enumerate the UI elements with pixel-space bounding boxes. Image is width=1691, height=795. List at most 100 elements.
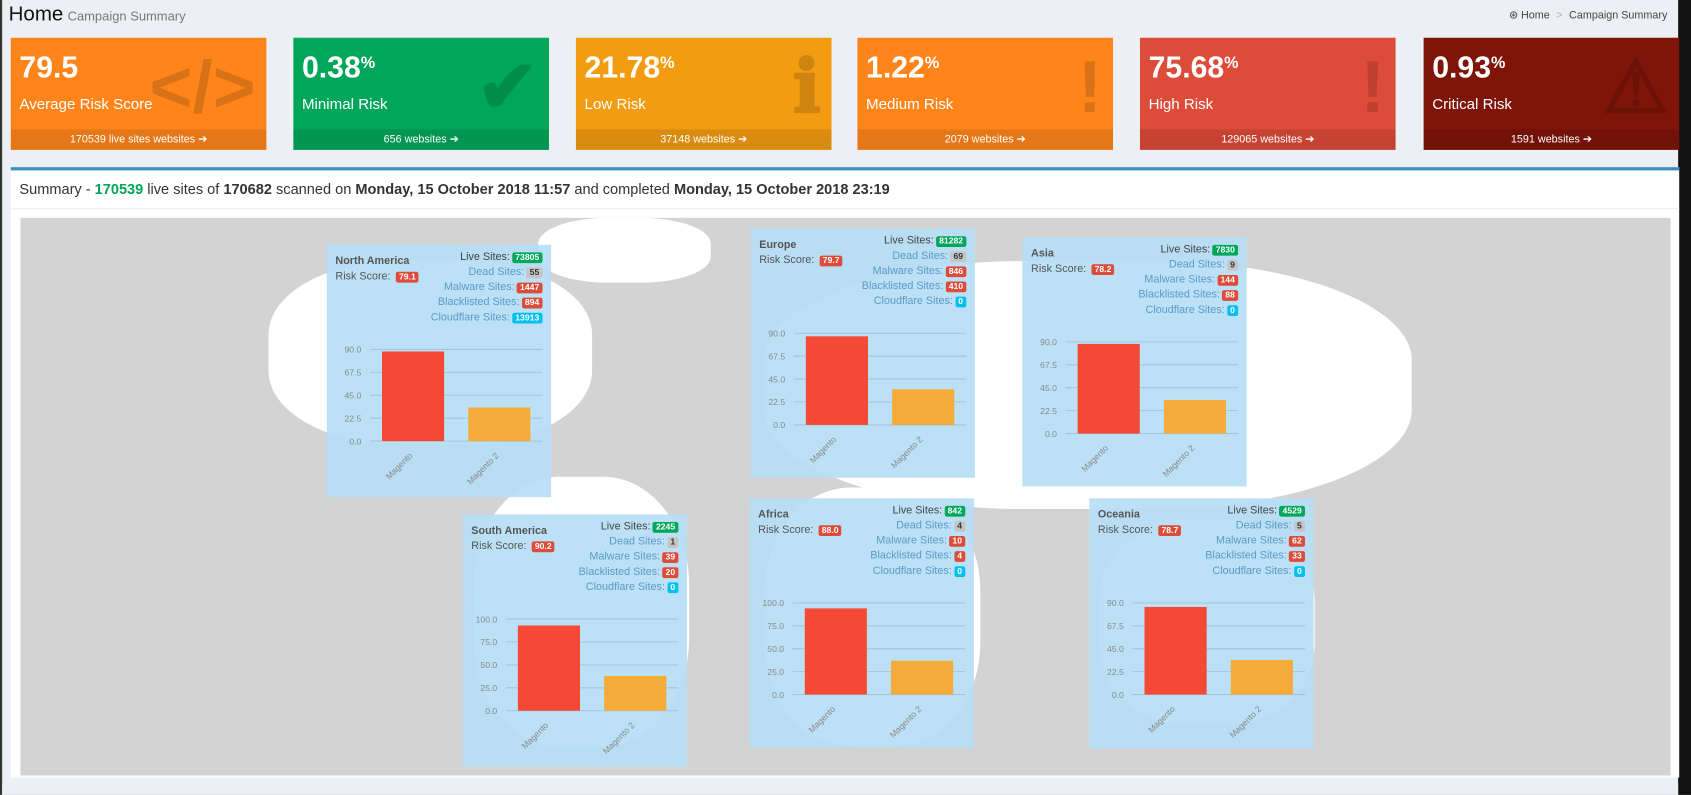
risk-score-badge: 88.0 (818, 525, 842, 537)
x-tick-label: Magento (808, 434, 839, 465)
stat-badge: 2245 (652, 521, 679, 533)
y-tick-label: 25.0 (480, 683, 497, 693)
card-value-suffix: % (660, 53, 675, 73)
y-tick-label: 22.5 (1040, 406, 1057, 416)
check-icon: ✔ (476, 46, 539, 129)
bar-magento-2[interactable] (1230, 659, 1293, 695)
y-tick-label: 45.0 (345, 391, 362, 401)
y-tick-label: 90.0 (768, 328, 785, 338)
card-label: Critical Risk (1432, 94, 1512, 113)
stat-row: Live Sites: 81282 (862, 234, 967, 249)
stat-badge: 5 (1293, 520, 1305, 532)
y-tick-label: 75.0 (767, 621, 784, 631)
risk-score-badge: 78.7 (1158, 525, 1182, 537)
card-more-info-link[interactable]: 1591 websites ➔ (1423, 129, 1680, 150)
stat-row: Malware Sites: 144 (1138, 273, 1239, 288)
card-footer-text: 129065 websites (1221, 133, 1303, 146)
warning-icon: ⚠ (1602, 46, 1669, 129)
stat-label: Live Sites: (460, 251, 510, 264)
stat-label: Blacklisted Sites: (1205, 550, 1287, 562)
stat-badge: 1447 (516, 282, 543, 294)
stat-badge: 0 (1293, 566, 1305, 577)
card-value-number: 1.22 (866, 50, 925, 85)
y-tick-label: 100.0 (476, 614, 498, 624)
stat-badge: 0 (1226, 305, 1239, 317)
stat-label: Dead Sites: (468, 266, 525, 279)
stat-row: Dead Sites: 5 (1205, 519, 1305, 534)
summary-t2: scanned on (271, 181, 356, 198)
card-label: Medium Risk (866, 94, 954, 113)
region-name: North America (335, 255, 410, 268)
region-stats: Live Sites: 4529 Dead Sites: 5 Malware Sites… (1205, 504, 1305, 579)
stat-badge: 1 (667, 537, 679, 548)
card-footer-text: 656 websites (383, 133, 447, 146)
card-more-info-link[interactable]: 2079 websites ➔ (857, 129, 1114, 150)
y-tick-label: 0.0 (1112, 690, 1124, 700)
y-tick-label: 67.5 (1040, 360, 1057, 370)
x-tick-label: Magento (1079, 443, 1110, 474)
stat-card: 0.93% Critical Risk ⚠ 1591 websites ➔ (1423, 37, 1680, 150)
bar-magento-2[interactable] (891, 660, 954, 695)
summary-prefix: Summary - (19, 181, 95, 198)
stat-label: Cloudflare Sites: (430, 311, 510, 324)
stat-card: 1.22% Medium Risk ! 2079 websites ➔ (857, 37, 1114, 150)
bar-magento-2[interactable] (1163, 399, 1227, 434)
stat-badge: 88 (1222, 290, 1239, 301)
y-tick-label: 90.0 (1107, 598, 1124, 608)
card-value: 0.38% (302, 51, 375, 86)
stat-badge: 0 (955, 296, 967, 308)
stat-badge: 39 (662, 552, 679, 563)
stat-row: Dead Sites: 69 (862, 249, 967, 264)
stat-label: Live Sites: (1160, 243, 1211, 256)
summary-t3: and completed (570, 181, 674, 198)
stat-label: Cloudflare Sites: (873, 295, 953, 308)
stat-row: Blacklisted Sites: 410 (862, 279, 967, 294)
stat-label: Blacklisted Sites: (1138, 289, 1220, 301)
risk-score-badge: 90.2 (531, 541, 555, 553)
card-more-info-link[interactable]: 656 websites ➔ (293, 129, 549, 150)
stat-badge: 4 (953, 551, 966, 562)
exclamation-circle-icon: ! (1360, 46, 1385, 129)
card-more-info-link[interactable]: 129065 websites ➔ (1139, 129, 1396, 150)
stat-row: Dead Sites: 55 (431, 265, 543, 280)
stat-label: Cloudflare Sites: (872, 565, 952, 577)
bar-magento-2[interactable] (468, 407, 531, 442)
region-panel: Asia Risk Score: 78.2 Live Sites: 7830 Dea… (1022, 237, 1247, 487)
card-more-info-link[interactable]: 37148 websites ➔ (575, 129, 832, 150)
region-risk: Risk Score: 79.7 (759, 255, 843, 267)
breadcrumb-home[interactable]: Home (1521, 9, 1550, 22)
card-more-info-link[interactable]: 170539 live sites websites ➔ (10, 129, 267, 150)
region-panel: Oceania Risk Score: 78.7 Live Sites: 4529… (1089, 498, 1314, 749)
y-tick-label: 0.0 (773, 420, 785, 430)
stat-badge: 73805 (512, 252, 543, 264)
bar-magento[interactable] (1077, 343, 1140, 434)
card-value: 0.93% (1432, 51, 1505, 86)
x-tick-label: Magento 2 (888, 704, 924, 740)
world-map[interactable]: North America Risk Score: 79.1 Live Site… (20, 217, 1671, 776)
bar-magento-2[interactable] (892, 389, 955, 425)
region-bar-chart: 0.0 22.5 45.0 67.5 90.0 Magento Magento 2 (345, 345, 543, 486)
stat-badge: 0 (667, 582, 679, 594)
card-value-suffix: % (1491, 53, 1506, 73)
bar-magento[interactable] (517, 625, 581, 711)
y-tick-label: 67.5 (768, 351, 785, 361)
bar-magento[interactable] (804, 608, 867, 695)
page-title: Home Campaign Summary (9, 3, 186, 27)
region-risk: Risk Score: 88.0 (758, 524, 842, 537)
bar-magento[interactable] (382, 351, 445, 442)
x-tick-label: Magento (1146, 704, 1177, 735)
arrow-circle-right-icon: ➔ (449, 133, 459, 146)
stat-label: Malware Sites: (1144, 273, 1216, 286)
bar-magento[interactable] (1144, 606, 1207, 695)
y-tick-label: 0.0 (485, 706, 497, 716)
y-tick-label: 45.0 (768, 374, 785, 384)
y-tick-label: 45.0 (1040, 383, 1057, 393)
bar-magento-2[interactable] (604, 675, 667, 711)
card-label: High Risk (1148, 94, 1214, 113)
card-footer-text: 37148 websites (660, 133, 736, 146)
stat-card: 75.68% High Risk ! 129065 websites ➔ (1139, 37, 1396, 150)
bar-magento[interactable] (805, 336, 868, 425)
stat-row: Cloudflare Sites: 0 (1138, 303, 1239, 318)
stat-label: Dead Sites: (1235, 519, 1292, 532)
region-risk: Risk Score: 78.7 (1098, 524, 1182, 537)
